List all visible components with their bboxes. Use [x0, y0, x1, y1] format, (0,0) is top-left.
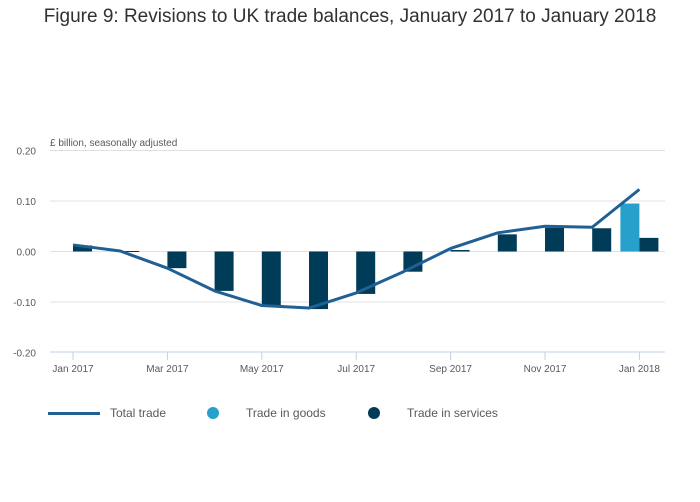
bar-services: [403, 251, 423, 272]
legend-label: Total trade: [110, 406, 167, 420]
bar-services: [545, 227, 564, 252]
legend-label: Trade in services: [407, 406, 498, 420]
x-tick-label: May 2017: [240, 364, 284, 375]
y-tick-label: -0.10: [13, 298, 36, 309]
y-tick-label: 0.00: [17, 248, 37, 259]
legend: Total trade Trade in goods Trade in serv…: [0, 406, 700, 426]
bar-services: [639, 237, 659, 252]
bar-services: [450, 249, 470, 252]
bar-services: [592, 228, 612, 252]
y-tick-label: 0.10: [17, 197, 37, 208]
x-tick-label: Jan 2017: [52, 364, 94, 375]
chart-title: Figure 9: Revisions to UK trade balances…: [43, 6, 657, 27]
bar-services: [261, 251, 281, 306]
y-tick-label: 0.20: [17, 147, 37, 158]
x-tick-label: Jul 2017: [337, 364, 375, 375]
legend-label: Trade in goods: [246, 406, 326, 420]
line-total-trade: [72, 188, 641, 310]
bar-services: [214, 251, 234, 291]
x-tick-label: Mar 2017: [146, 364, 189, 375]
bar-services: [73, 245, 92, 252]
y-axis-label: £ billion, seasonally adjusted: [50, 138, 177, 149]
bar-services: [309, 251, 328, 310]
x-tick-label: Sep 2017: [429, 364, 472, 375]
legend-trade-in-services: Trade in services: [368, 406, 498, 420]
line-swatch-icon: [48, 411, 100, 415]
dot-swatch-icon: [368, 407, 380, 419]
x-tick-label: Jan 2018: [619, 364, 661, 375]
bar-services: [120, 250, 140, 252]
bar-services: [356, 251, 376, 294]
bar-services: [497, 234, 517, 252]
x-tick-label: Nov 2017: [524, 364, 567, 375]
y-tick-label: -0.20: [13, 349, 36, 360]
legend-total-trade: Total trade: [48, 406, 166, 420]
bar-goods: [620, 203, 640, 252]
bar-services: [167, 251, 187, 269]
legend-trade-in-goods: Trade in goods: [207, 406, 326, 420]
dot-swatch-icon: [207, 407, 219, 419]
